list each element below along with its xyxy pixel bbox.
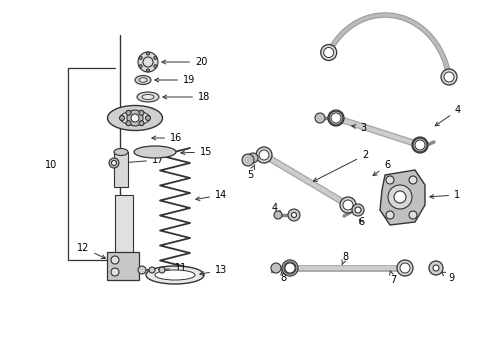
Text: 9: 9 xyxy=(440,272,453,283)
Circle shape xyxy=(139,121,143,126)
Circle shape xyxy=(351,204,363,216)
Circle shape xyxy=(119,116,124,121)
Circle shape xyxy=(408,176,416,184)
Circle shape xyxy=(291,212,296,217)
Circle shape xyxy=(126,110,131,115)
Circle shape xyxy=(414,140,424,150)
Circle shape xyxy=(339,197,355,213)
Circle shape xyxy=(111,256,119,264)
Ellipse shape xyxy=(155,270,195,280)
Circle shape xyxy=(131,114,139,122)
Text: 6: 6 xyxy=(372,160,389,176)
Circle shape xyxy=(284,262,295,274)
Bar xyxy=(115,195,133,258)
Circle shape xyxy=(154,56,157,59)
Circle shape xyxy=(256,147,271,163)
Circle shape xyxy=(416,142,422,148)
Circle shape xyxy=(428,261,442,275)
Circle shape xyxy=(139,65,142,68)
Text: 2: 2 xyxy=(313,150,367,181)
Ellipse shape xyxy=(139,78,147,82)
Circle shape xyxy=(270,263,281,273)
Circle shape xyxy=(330,113,340,123)
Circle shape xyxy=(259,150,268,160)
Circle shape xyxy=(396,260,412,276)
Text: 5: 5 xyxy=(246,165,254,180)
Text: 13: 13 xyxy=(200,265,227,275)
Circle shape xyxy=(154,65,157,68)
Circle shape xyxy=(111,268,119,276)
Bar xyxy=(114,152,128,187)
Circle shape xyxy=(111,161,116,166)
Circle shape xyxy=(323,48,333,58)
Circle shape xyxy=(332,115,338,121)
Circle shape xyxy=(314,113,325,123)
Text: 18: 18 xyxy=(163,92,210,102)
Text: 12: 12 xyxy=(77,243,105,258)
Circle shape xyxy=(126,121,131,126)
Circle shape xyxy=(443,72,453,82)
Text: 17: 17 xyxy=(123,155,164,165)
Text: 10: 10 xyxy=(45,160,57,170)
Circle shape xyxy=(354,207,360,213)
Text: 4: 4 xyxy=(271,203,281,214)
Ellipse shape xyxy=(146,266,203,284)
Circle shape xyxy=(399,263,409,273)
Circle shape xyxy=(247,153,258,163)
Polygon shape xyxy=(379,170,424,225)
Ellipse shape xyxy=(120,111,150,125)
Circle shape xyxy=(138,266,146,274)
Circle shape xyxy=(138,52,158,72)
Circle shape xyxy=(159,267,164,273)
Text: 15: 15 xyxy=(181,147,212,157)
Ellipse shape xyxy=(107,105,162,131)
Circle shape xyxy=(412,138,426,152)
Bar xyxy=(107,252,139,280)
Ellipse shape xyxy=(142,95,154,99)
Text: 19: 19 xyxy=(155,75,195,85)
Circle shape xyxy=(146,52,149,55)
Circle shape xyxy=(146,69,149,72)
Circle shape xyxy=(342,200,352,210)
Circle shape xyxy=(287,209,299,221)
Text: 7: 7 xyxy=(389,271,395,285)
Text: 3: 3 xyxy=(351,123,366,133)
Circle shape xyxy=(109,158,119,168)
Circle shape xyxy=(385,176,393,184)
Circle shape xyxy=(385,211,393,219)
Circle shape xyxy=(393,191,405,203)
Circle shape xyxy=(273,211,282,219)
Ellipse shape xyxy=(137,92,159,102)
Text: 6: 6 xyxy=(357,217,364,227)
Circle shape xyxy=(387,185,411,209)
Text: 16: 16 xyxy=(152,133,182,143)
Text: 1: 1 xyxy=(429,190,459,200)
Text: 8: 8 xyxy=(341,252,347,265)
Circle shape xyxy=(432,265,438,271)
Ellipse shape xyxy=(134,146,176,158)
Circle shape xyxy=(320,45,336,60)
Circle shape xyxy=(411,137,427,153)
Circle shape xyxy=(149,267,155,273)
Circle shape xyxy=(139,56,142,59)
Circle shape xyxy=(139,110,143,115)
Text: 4: 4 xyxy=(434,105,460,126)
Circle shape xyxy=(142,57,153,67)
Circle shape xyxy=(242,154,253,166)
Circle shape xyxy=(328,111,342,125)
Circle shape xyxy=(408,211,416,219)
Text: 20: 20 xyxy=(162,57,207,67)
Text: 8: 8 xyxy=(280,270,285,283)
Ellipse shape xyxy=(114,149,128,156)
Circle shape xyxy=(285,263,294,273)
Circle shape xyxy=(145,116,150,121)
Circle shape xyxy=(440,69,456,85)
Circle shape xyxy=(127,110,142,126)
Ellipse shape xyxy=(135,76,151,85)
Circle shape xyxy=(327,110,343,126)
Circle shape xyxy=(282,260,297,276)
Text: 14: 14 xyxy=(195,190,227,201)
Text: 11: 11 xyxy=(159,263,187,273)
